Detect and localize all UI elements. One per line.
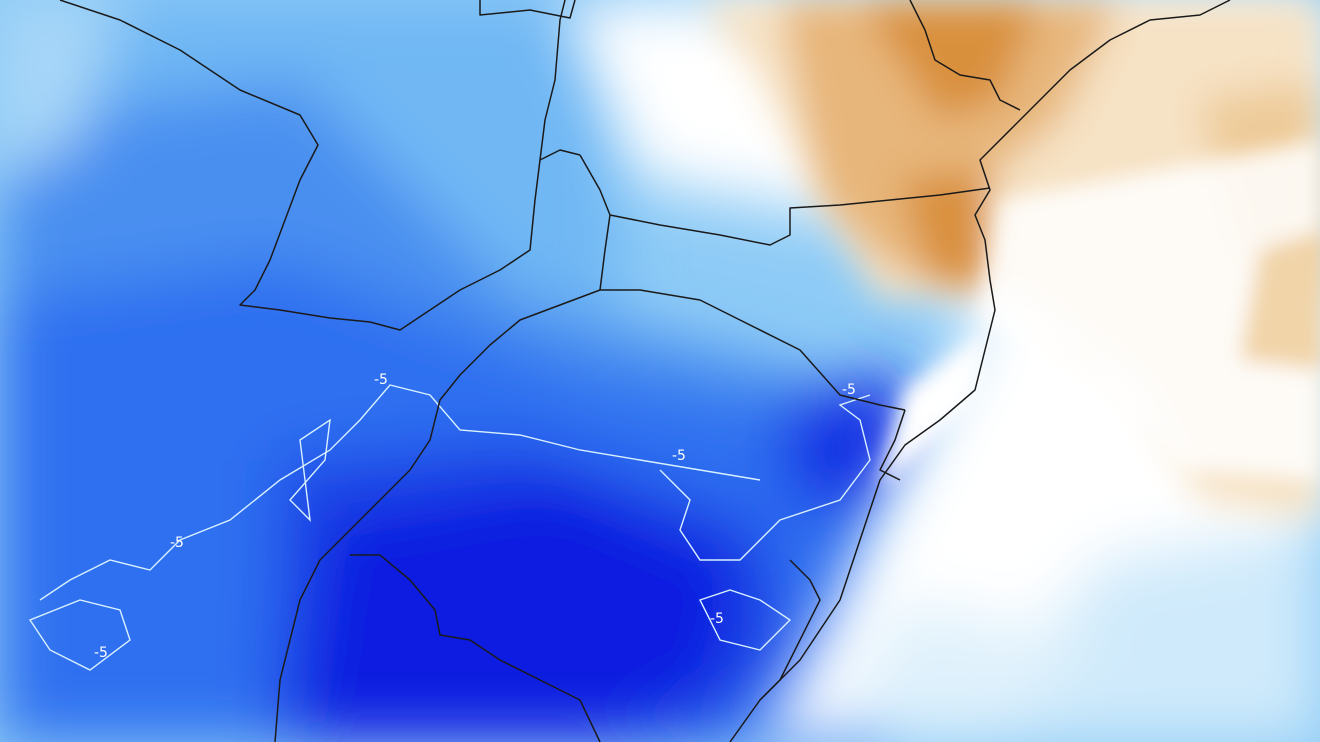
contour-label: -5 [374,372,388,388]
border-line [59,0,581,331]
contour-label: -5 [94,645,108,661]
contour-label: -5 [710,611,724,627]
coastline [729,0,1231,742]
borders [59,0,1231,742]
contour-label: -5 [672,448,686,464]
contour-line [28,599,131,671]
border-line [350,554,601,742]
contour-line [659,394,871,561]
contour-labels: -5 -5 -5 -5 -5 -5 [94,372,856,661]
contour-line [39,384,761,601]
contour-line [289,418,331,522]
cold-anomaly-layer [0,0,920,742]
border-line [909,0,1021,111]
coastline [879,409,906,481]
border-line [609,187,991,246]
border-line [479,0,576,19]
contour-label: -5 [842,382,856,398]
border-line [579,154,906,411]
border-line [274,289,601,742]
coastline [759,559,821,701]
border-line [539,0,566,161]
contour-lines [28,384,871,671]
contour-label: -5 [170,535,184,551]
coastal-pale-layer [880,140,1320,490]
contour-line [699,589,792,651]
